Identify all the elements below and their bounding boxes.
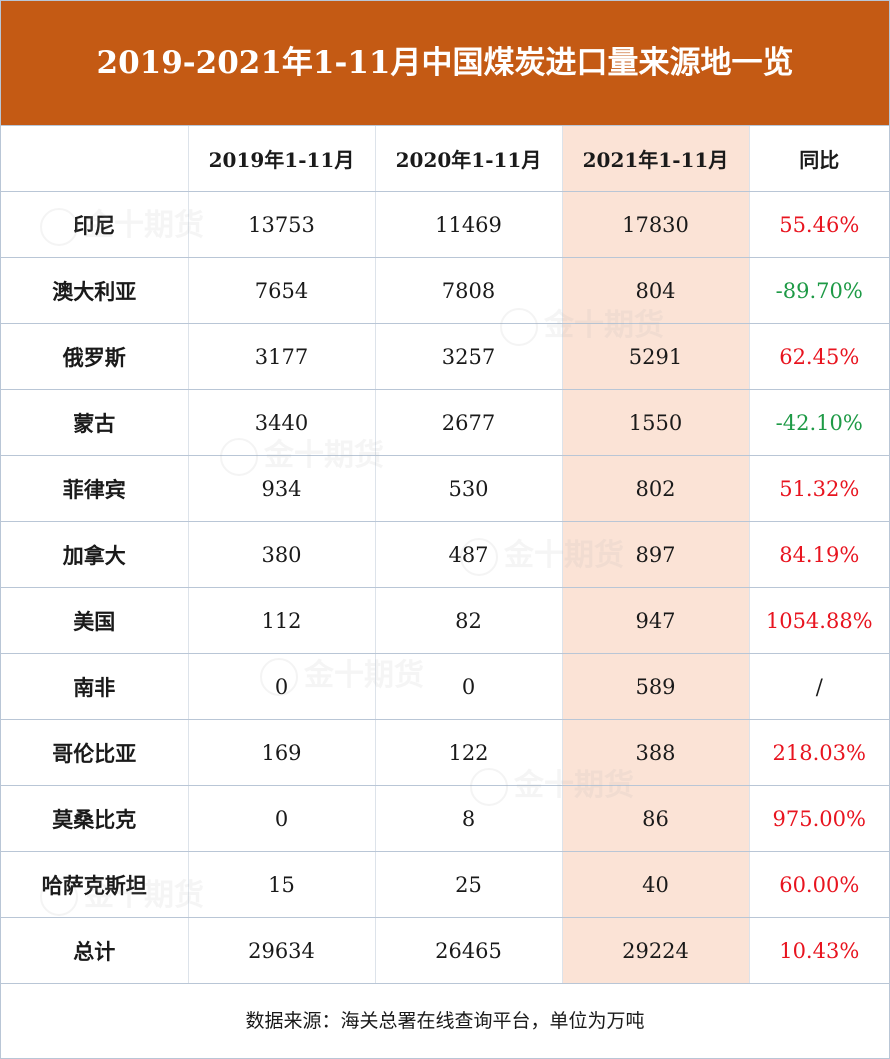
yoy-cell: 55.46% [749,191,889,258]
country-cell: 蒙古 [1,389,189,456]
yoy-cell: -89.70% [749,257,889,324]
source-note: 数据来源：海关总署在线查询平台，单位为万吨 [245,1010,645,1032]
table-row: 美国 112 82 947 1054.88% [1,587,889,654]
yoy-cell: 84.19% [749,521,889,588]
header-cell-2019: 2019年1-11月 [188,126,376,192]
country-cell: 总计 [1,917,189,984]
table-row: 加拿大 380 487 897 84.19% [1,521,889,588]
header-cell-yoy: 同比 [749,126,889,192]
table-row: 澳大利亚 7654 7808 804 -89.70% [1,257,889,324]
yoy-cell: / [749,653,889,720]
value-cell-2021: 388 [562,719,750,786]
value-cell-2021: 5291 [562,323,750,390]
value-cell-2021: 86 [562,785,750,852]
header-cell-2021: 2021年1-11月 [562,126,750,192]
value-cell-2021: 1550 [562,389,750,456]
value-cell-2020: 0 [375,653,563,720]
value-cell-2020: 7808 [375,257,563,324]
value-cell-2021: 802 [562,455,750,522]
table-row: 总计 29634 26465 29224 10.43% [1,917,889,984]
value-cell-2021: 29224 [562,917,750,984]
page-title: 2019-2021年1-11月中国煤炭进口量来源地一览 [96,45,794,81]
country-cell: 俄罗斯 [1,323,189,390]
table-row: 南非 0 0 589/ [1,653,889,720]
value-cell-2021: 804 [562,257,750,324]
country-cell: 加拿大 [1,521,189,588]
country-cell: 南非 [1,653,189,720]
value-cell-2020: 3257 [375,323,563,390]
table-row: 哥伦比亚 169 122 388 218.03% [1,719,889,786]
table-row: 哈萨克斯坦 15 25 40 60.00% [1,851,889,918]
country-cell: 美国 [1,587,189,654]
value-cell-2019: 13753 [188,191,376,258]
header-cell-country [1,126,189,192]
yoy-cell: 51.32% [749,455,889,522]
value-cell-2019: 3440 [188,389,376,456]
yoy-cell: 62.45% [749,323,889,390]
value-cell-2020: 122 [375,719,563,786]
value-cell-2021: 17830 [562,191,750,258]
value-cell-2019: 7654 [188,257,376,324]
yoy-cell: 1054.88% [749,587,889,654]
value-cell-2019: 0 [188,785,376,852]
header-row: 2019年1-11月 2020年1-11月 2021年1-11月 同比 [1,126,889,192]
table-row: 蒙古 3440 2677 1550 -42.10% [1,389,889,456]
value-cell-2021: 897 [562,521,750,588]
country-cell: 莫桑比克 [1,785,189,852]
value-cell-2020: 530 [375,455,563,522]
table-body: 印尼 13753 11469 17830 55.46% 澳大利亚 7654 7808 804 -8… [1,191,889,984]
value-cell-2020: 25 [375,851,563,918]
country-cell: 哈萨克斯坦 [1,851,189,918]
value-cell-2019: 29634 [188,917,376,984]
yoy-cell: 975.00% [749,785,889,852]
value-cell-2019: 380 [188,521,376,588]
value-cell-2019: 112 [188,587,376,654]
coal-import-table: 2019年1-11月 2020年1-11月 2021年1-11月 同比 印尼 13… [1,126,889,984]
value-cell-2020: 487 [375,521,563,588]
table-row: 莫桑比克 0 8 86 975.00% [1,785,889,852]
value-cell-2021: 40 [562,851,750,918]
table-row: 菲律宾 934 530 802 51.32% [1,455,889,522]
table-row: 印尼 13753 11469 17830 55.46% [1,191,889,258]
value-cell-2020: 8 [375,785,563,852]
value-cell-2020: 11469 [375,191,563,258]
header-cell-2020: 2020年1-11月 [375,126,563,192]
yoy-cell: 218.03% [749,719,889,786]
country-cell: 澳大利亚 [1,257,189,324]
table-row: 俄罗斯 3177 3257 5291 62.45% [1,323,889,390]
yoy-cell: -42.10% [749,389,889,456]
value-cell-2021: 947 [562,587,750,654]
value-cell-2020: 82 [375,587,563,654]
value-cell-2021: 589 [562,653,750,720]
yoy-cell: 60.00% [749,851,889,918]
value-cell-2020: 2677 [375,389,563,456]
value-cell-2019: 934 [188,455,376,522]
title-bar: 2019-2021年1-11月中国煤炭进口量来源地一览 [1,1,889,126]
value-cell-2019: 3177 [188,323,376,390]
country-cell: 印尼 [1,191,189,258]
country-cell: 菲律宾 [1,455,189,522]
value-cell-2019: 15 [188,851,376,918]
yoy-cell: 10.43% [749,917,889,984]
value-cell-2019: 169 [188,719,376,786]
value-cell-2020: 26465 [375,917,563,984]
country-cell: 哥伦比亚 [1,719,189,786]
value-cell-2019: 0 [188,653,376,720]
